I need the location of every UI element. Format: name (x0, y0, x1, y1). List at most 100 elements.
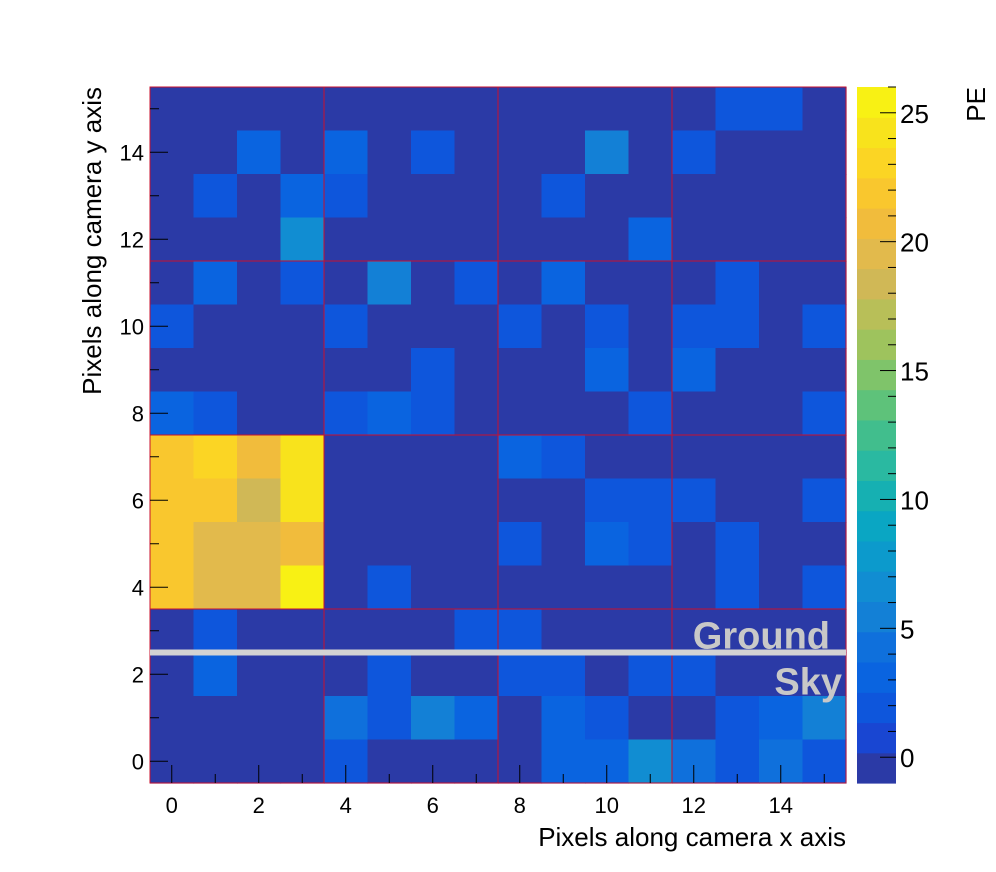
heatmap-cell (411, 435, 456, 480)
heatmap-cell (454, 391, 499, 436)
heatmap-cell (324, 391, 369, 436)
heatmap-cell (628, 696, 673, 741)
heatmap-cell (193, 522, 238, 567)
heatmap-cell (541, 261, 586, 306)
heatmap-cell (193, 696, 238, 741)
heatmap-cell (454, 696, 499, 741)
colorbar-segment (857, 480, 896, 512)
heatmap-cell (193, 391, 238, 436)
heatmap-cell (193, 652, 238, 697)
heatmap-cell (498, 391, 543, 436)
heatmap-cell (454, 435, 499, 480)
colorbar-segment (857, 752, 896, 784)
heatmap-cell (498, 130, 543, 175)
heatmap-cell (715, 304, 760, 349)
heatmap-cell (498, 217, 543, 262)
heatmap-cell (193, 435, 238, 480)
heatmap-cell (193, 87, 238, 132)
y-tick-label: 0 (132, 749, 144, 774)
heatmap-cell (280, 87, 325, 132)
heatmap-cell (367, 304, 412, 349)
y-tick-label: 2 (132, 662, 144, 687)
heatmap-cell (454, 174, 499, 219)
heatmap-cell (628, 217, 673, 262)
heatmap-cell (585, 174, 630, 219)
heatmap-cell (324, 652, 369, 697)
heatmap-cell (715, 174, 760, 219)
x-tick-label: 2 (253, 793, 265, 818)
heatmap-cell (628, 348, 673, 393)
heatmap-cell (802, 87, 847, 132)
heatmap-cell (411, 304, 456, 349)
colorbar-tick-label: 20 (900, 228, 929, 258)
colorbar-segment (857, 419, 896, 451)
x-tick-label: 10 (595, 793, 619, 818)
heatmap-cell (541, 696, 586, 741)
heatmap-cell (280, 435, 325, 480)
heatmap-cell (193, 174, 238, 219)
heatmap-cell (672, 652, 717, 697)
heatmap-cell (759, 609, 804, 654)
heatmap-cell (280, 130, 325, 175)
colorbar-segment (857, 571, 896, 603)
heatmap-cell (454, 565, 499, 610)
heatmap-cell (498, 609, 543, 654)
heatmap-cell (541, 565, 586, 610)
heatmap-cell (672, 565, 717, 610)
heatmap-cell (759, 261, 804, 306)
heatmap-cell (541, 478, 586, 523)
heatmap-cell (715, 435, 760, 480)
colorbar-segment (857, 238, 896, 270)
heatmap-cell (802, 217, 847, 262)
heatmap-cell (759, 652, 804, 697)
heatmap-cell (715, 217, 760, 262)
heatmap-cell (411, 261, 456, 306)
colorbar-segment (857, 661, 896, 693)
heatmap-cell (541, 304, 586, 349)
heatmap-cell (411, 652, 456, 697)
heatmap-cell (672, 478, 717, 523)
heatmap-cell (802, 304, 847, 349)
y-tick-label: 10 (120, 314, 144, 339)
heatmap-cell (672, 391, 717, 436)
colorbar-segment (857, 540, 896, 572)
heatmap-cell (454, 87, 499, 132)
heatmap-cell (672, 609, 717, 654)
heatmap-cell (585, 391, 630, 436)
heatmap-cell (193, 261, 238, 306)
heatmap-cell (367, 130, 412, 175)
heatmap-cell (411, 217, 456, 262)
heatmap-cell (280, 174, 325, 219)
heatmap-cell (715, 696, 760, 741)
heatmap-cell (541, 130, 586, 175)
y-tick-label: 8 (132, 401, 144, 426)
heatmap-cell (454, 217, 499, 262)
heatmap-cell (672, 435, 717, 480)
heatmap-cell (498, 522, 543, 567)
x-tick-label: 4 (340, 793, 352, 818)
x-tick-label: 0 (166, 793, 178, 818)
heatmap-cell (715, 609, 760, 654)
heatmap-cell (541, 435, 586, 480)
colorbar-title: PE (961, 87, 991, 122)
heatmap-cell (498, 87, 543, 132)
heatmap-cell (715, 130, 760, 175)
heatmap-cell (324, 261, 369, 306)
heatmap-cell (280, 522, 325, 567)
heatmap-cell (193, 130, 238, 175)
heatmap-cell (454, 609, 499, 654)
heatmap-cell (498, 261, 543, 306)
heatmap-cell (411, 391, 456, 436)
heatmap-cell (628, 174, 673, 219)
heatmap-cell (498, 696, 543, 741)
heatmap-cell (237, 348, 282, 393)
heatmap-cell (715, 478, 760, 523)
sky-label: Sky (774, 662, 842, 704)
heatmap-cell (541, 652, 586, 697)
heatmap-cell (802, 609, 847, 654)
colorbar-segment (857, 601, 896, 633)
heatmap-cell (672, 130, 717, 175)
heatmap-cell (280, 696, 325, 741)
heatmap-cell (367, 261, 412, 306)
heatmap-cell (454, 130, 499, 175)
